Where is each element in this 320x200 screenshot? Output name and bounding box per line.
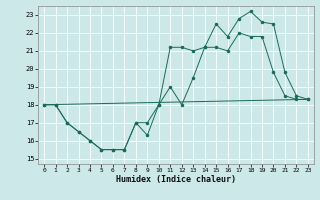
X-axis label: Humidex (Indice chaleur): Humidex (Indice chaleur) [116, 175, 236, 184]
